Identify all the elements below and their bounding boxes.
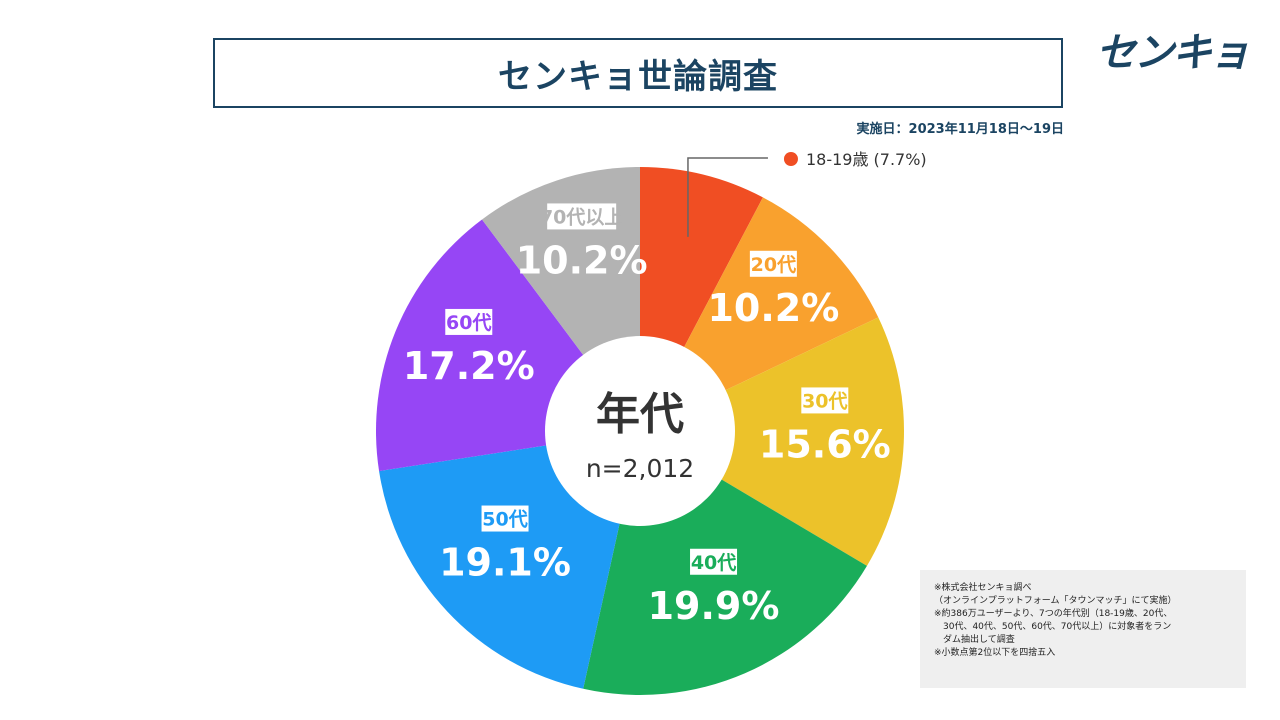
center-subtitle: n=2,012 <box>586 454 694 483</box>
category-label: 40代 <box>691 552 736 574</box>
survey-date: 実施日：2023年11月18日〜19日 <box>856 122 1064 137</box>
value-label: 19.9% <box>648 584 780 628</box>
page-title: センキョ世論調査 <box>498 56 778 97</box>
brand-logo: センキョ <box>1096 30 1250 76</box>
category-label: 60代 <box>446 312 491 334</box>
category-label-bg <box>801 387 849 414</box>
category-label: 50代 <box>482 509 527 531</box>
donut-hole <box>545 336 735 526</box>
category-label-bg <box>547 203 617 230</box>
note-line: ※約386万ユーザーより、7つの年代別（18-19歳、20代、 <box>934 609 1173 619</box>
note-line: （オンラインプラットフォーム「タウンマッチ」にて実施） <box>934 596 1177 606</box>
category-label-bg <box>749 250 797 277</box>
callout-label: 18-19歳 (7.7%) <box>806 150 927 169</box>
slice-label-4: 50代 19.1% <box>439 505 571 585</box>
category-label: 70代以上 <box>540 206 623 228</box>
value-label: 15.6% <box>759 422 891 466</box>
slice-label-2: 30代 15.6% <box>759 387 891 466</box>
note-line: ※株式会社センキョ調べ <box>934 583 1032 593</box>
callout-dot <box>783 152 798 166</box>
note-line: ダム抽出して調査 <box>934 635 1015 645</box>
category-label-bg <box>481 505 529 532</box>
value-label: 19.1% <box>439 541 571 585</box>
pie-slice-2 <box>640 317 904 566</box>
title-box: センキョ世論調査 <box>213 38 1063 108</box>
category-label-bg <box>690 548 738 575</box>
notes-box: ※株式会社センキョ調べ （オンラインプラットフォーム「タウンマッチ」にて実施） … <box>920 570 1246 688</box>
slice-label-5: 60代 17.2% <box>403 308 535 388</box>
center-title: 年代 <box>596 389 684 440</box>
category-label: 30代 <box>802 390 847 412</box>
category-label: 20代 <box>751 254 796 276</box>
value-label: 17.2% <box>403 344 535 388</box>
note-line: 30代、40代、50代、60代、70代以上）に対象者をラン <box>934 622 1172 632</box>
slice-label-3: 40代 19.9% <box>648 548 780 628</box>
slice-label-6: 70代以上 10.2% <box>516 203 648 282</box>
category-label-bg <box>445 308 493 335</box>
value-label: 10.2% <box>707 286 839 330</box>
note-line: ※小数点第2位以下を四捨五入 <box>934 648 1056 658</box>
slice-label-1: 20代 10.2% <box>707 250 839 330</box>
value-label: 10.2% <box>516 238 648 282</box>
callout-line <box>687 157 768 237</box>
